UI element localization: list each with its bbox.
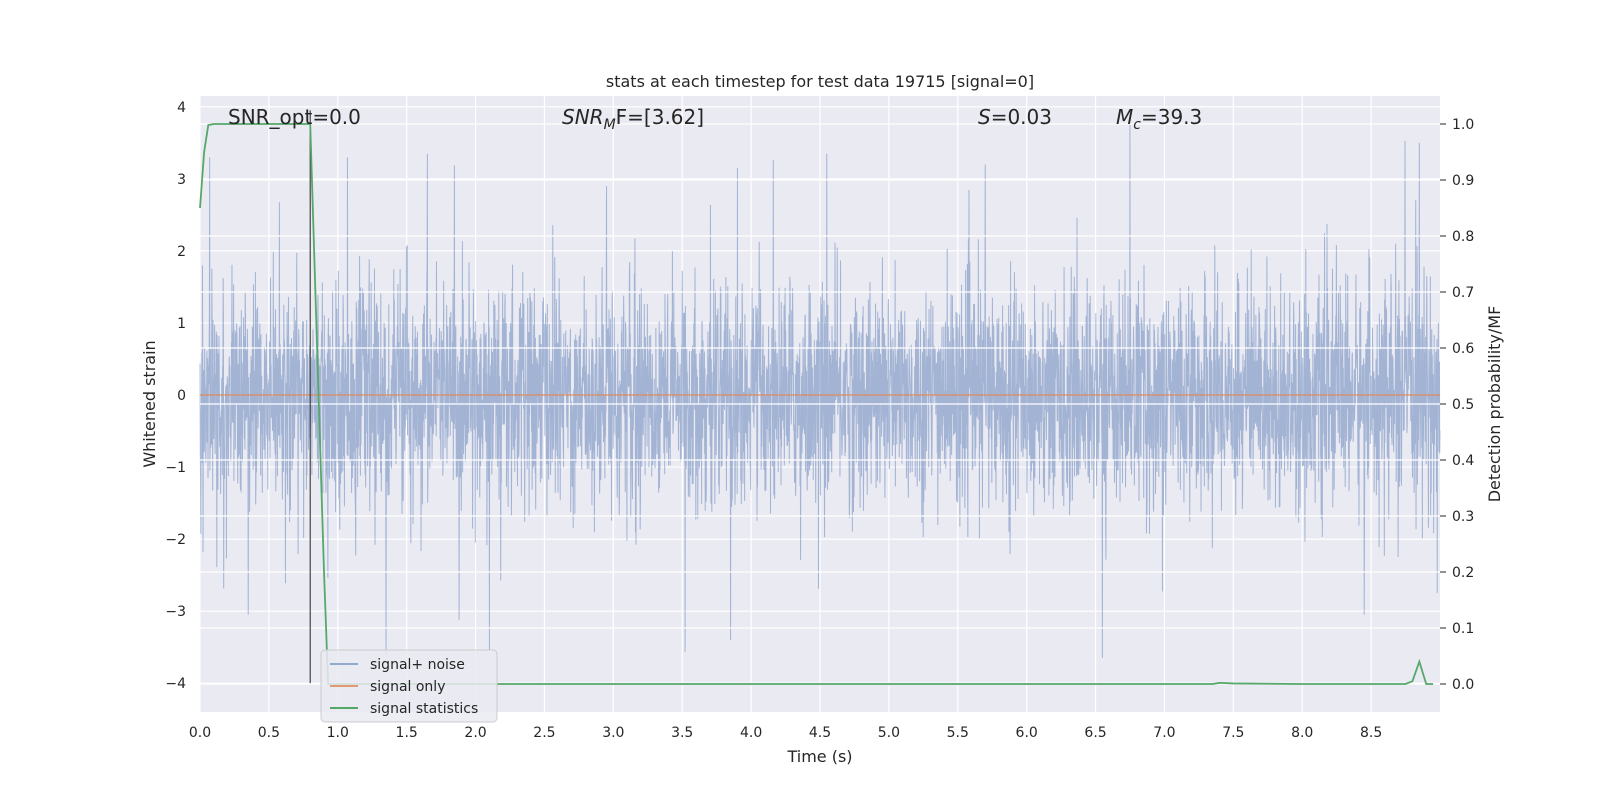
x-tick-label: 2.0	[464, 725, 486, 741]
x-tick-label: 5.5	[947, 725, 969, 741]
x-tick-label: 1.5	[396, 725, 418, 741]
x-tick-label: 5.0	[878, 725, 900, 741]
x-tick-label: 3.5	[671, 725, 693, 741]
x-tick-label: 3.0	[602, 725, 624, 741]
x-axis-label: Time (s)	[786, 747, 852, 766]
x-tick-label: 0.0	[189, 725, 211, 741]
y-tick-label: −2	[165, 532, 186, 548]
y-tick-label: 2	[177, 244, 186, 260]
axes-ticks: 0.0 0.5 1.0 1.5 2.0 2.5 3.0 3.5 4.0 4.5 5.0 5.5 6.0 6…	[165, 100, 1474, 741]
mc-rest: =39.3	[1141, 105, 1202, 129]
y2-tick-label: 0.5	[1452, 397, 1474, 413]
y2-tick-label: 0.3	[1452, 509, 1474, 525]
y2-tick-label: 0.2	[1452, 565, 1474, 581]
x-tick-label: 1.0	[327, 725, 349, 741]
y-tick-label: 1	[177, 316, 186, 332]
annotation-snr-opt: SNR_opt=0.0	[228, 105, 361, 129]
y-tick-label: −4	[165, 676, 186, 692]
y-tick-label: 0	[177, 388, 186, 404]
y2-tick-label: 0.4	[1452, 453, 1474, 469]
x-tick-label: 7.5	[1222, 725, 1244, 741]
legend-label-noise: signal+ noise	[370, 657, 465, 673]
chart-title: stats at each timestep for test data 197…	[606, 72, 1034, 91]
x-tick-label: 4.5	[809, 725, 831, 741]
y2-tick-label: 0.1	[1452, 621, 1474, 637]
x-tick-label: 6.0	[1016, 725, 1038, 741]
x-tick-label: 6.5	[1084, 725, 1106, 741]
y2-tick-label: 0.9	[1452, 173, 1474, 189]
snr-mf-sub: M	[604, 117, 616, 133]
y-tick-label: −3	[165, 604, 186, 620]
x-tick-label: 4.0	[740, 725, 762, 741]
x-tick-label: 8.0	[1291, 725, 1313, 741]
annotation-mc: Mc=39.3	[1116, 105, 1202, 133]
s-var: S	[978, 105, 991, 129]
y2-tick-label: 0.6	[1452, 341, 1474, 357]
snr-mf-main: SNR	[562, 105, 604, 129]
mc-var: M	[1116, 105, 1133, 129]
x-tick-label: 7.0	[1153, 725, 1175, 741]
y-axis-label: Whitened strain	[140, 340, 159, 467]
legend-label-signal: signal only	[370, 679, 445, 695]
y2-tick-label: 0.8	[1452, 229, 1474, 245]
legend-label-stats: signal statistics	[370, 701, 478, 717]
series-signal-plus-noise	[199, 124, 1441, 658]
y2-tick-label: 0.7	[1452, 285, 1474, 301]
y2-tick-label: 1.0	[1452, 117, 1474, 133]
mc-sub: c	[1133, 117, 1141, 133]
noise-line	[199, 124, 1441, 658]
annotation-s: S=0.03	[978, 105, 1052, 129]
legend: signal+ noise signal only signal statist…	[320, 649, 498, 723]
x-tick-label: 2.5	[533, 725, 555, 741]
x-tick-label: 8.5	[1360, 725, 1382, 741]
y-tick-label: 4	[177, 100, 186, 116]
y2-axis-label: Detection probability/MF	[1485, 306, 1504, 503]
y-tick-label: 3	[177, 172, 186, 188]
x-tick-label: 0.5	[258, 725, 280, 741]
legend-box	[320, 649, 498, 723]
annotation-snr-mf: SNRMF=[3.62]	[562, 105, 704, 133]
y2-tick-label: 0.0	[1452, 677, 1474, 693]
s-rest: =0.03	[991, 105, 1052, 129]
y-tick-label: −1	[165, 460, 186, 476]
snr-mf-rest: F=[3.62]	[616, 105, 704, 129]
